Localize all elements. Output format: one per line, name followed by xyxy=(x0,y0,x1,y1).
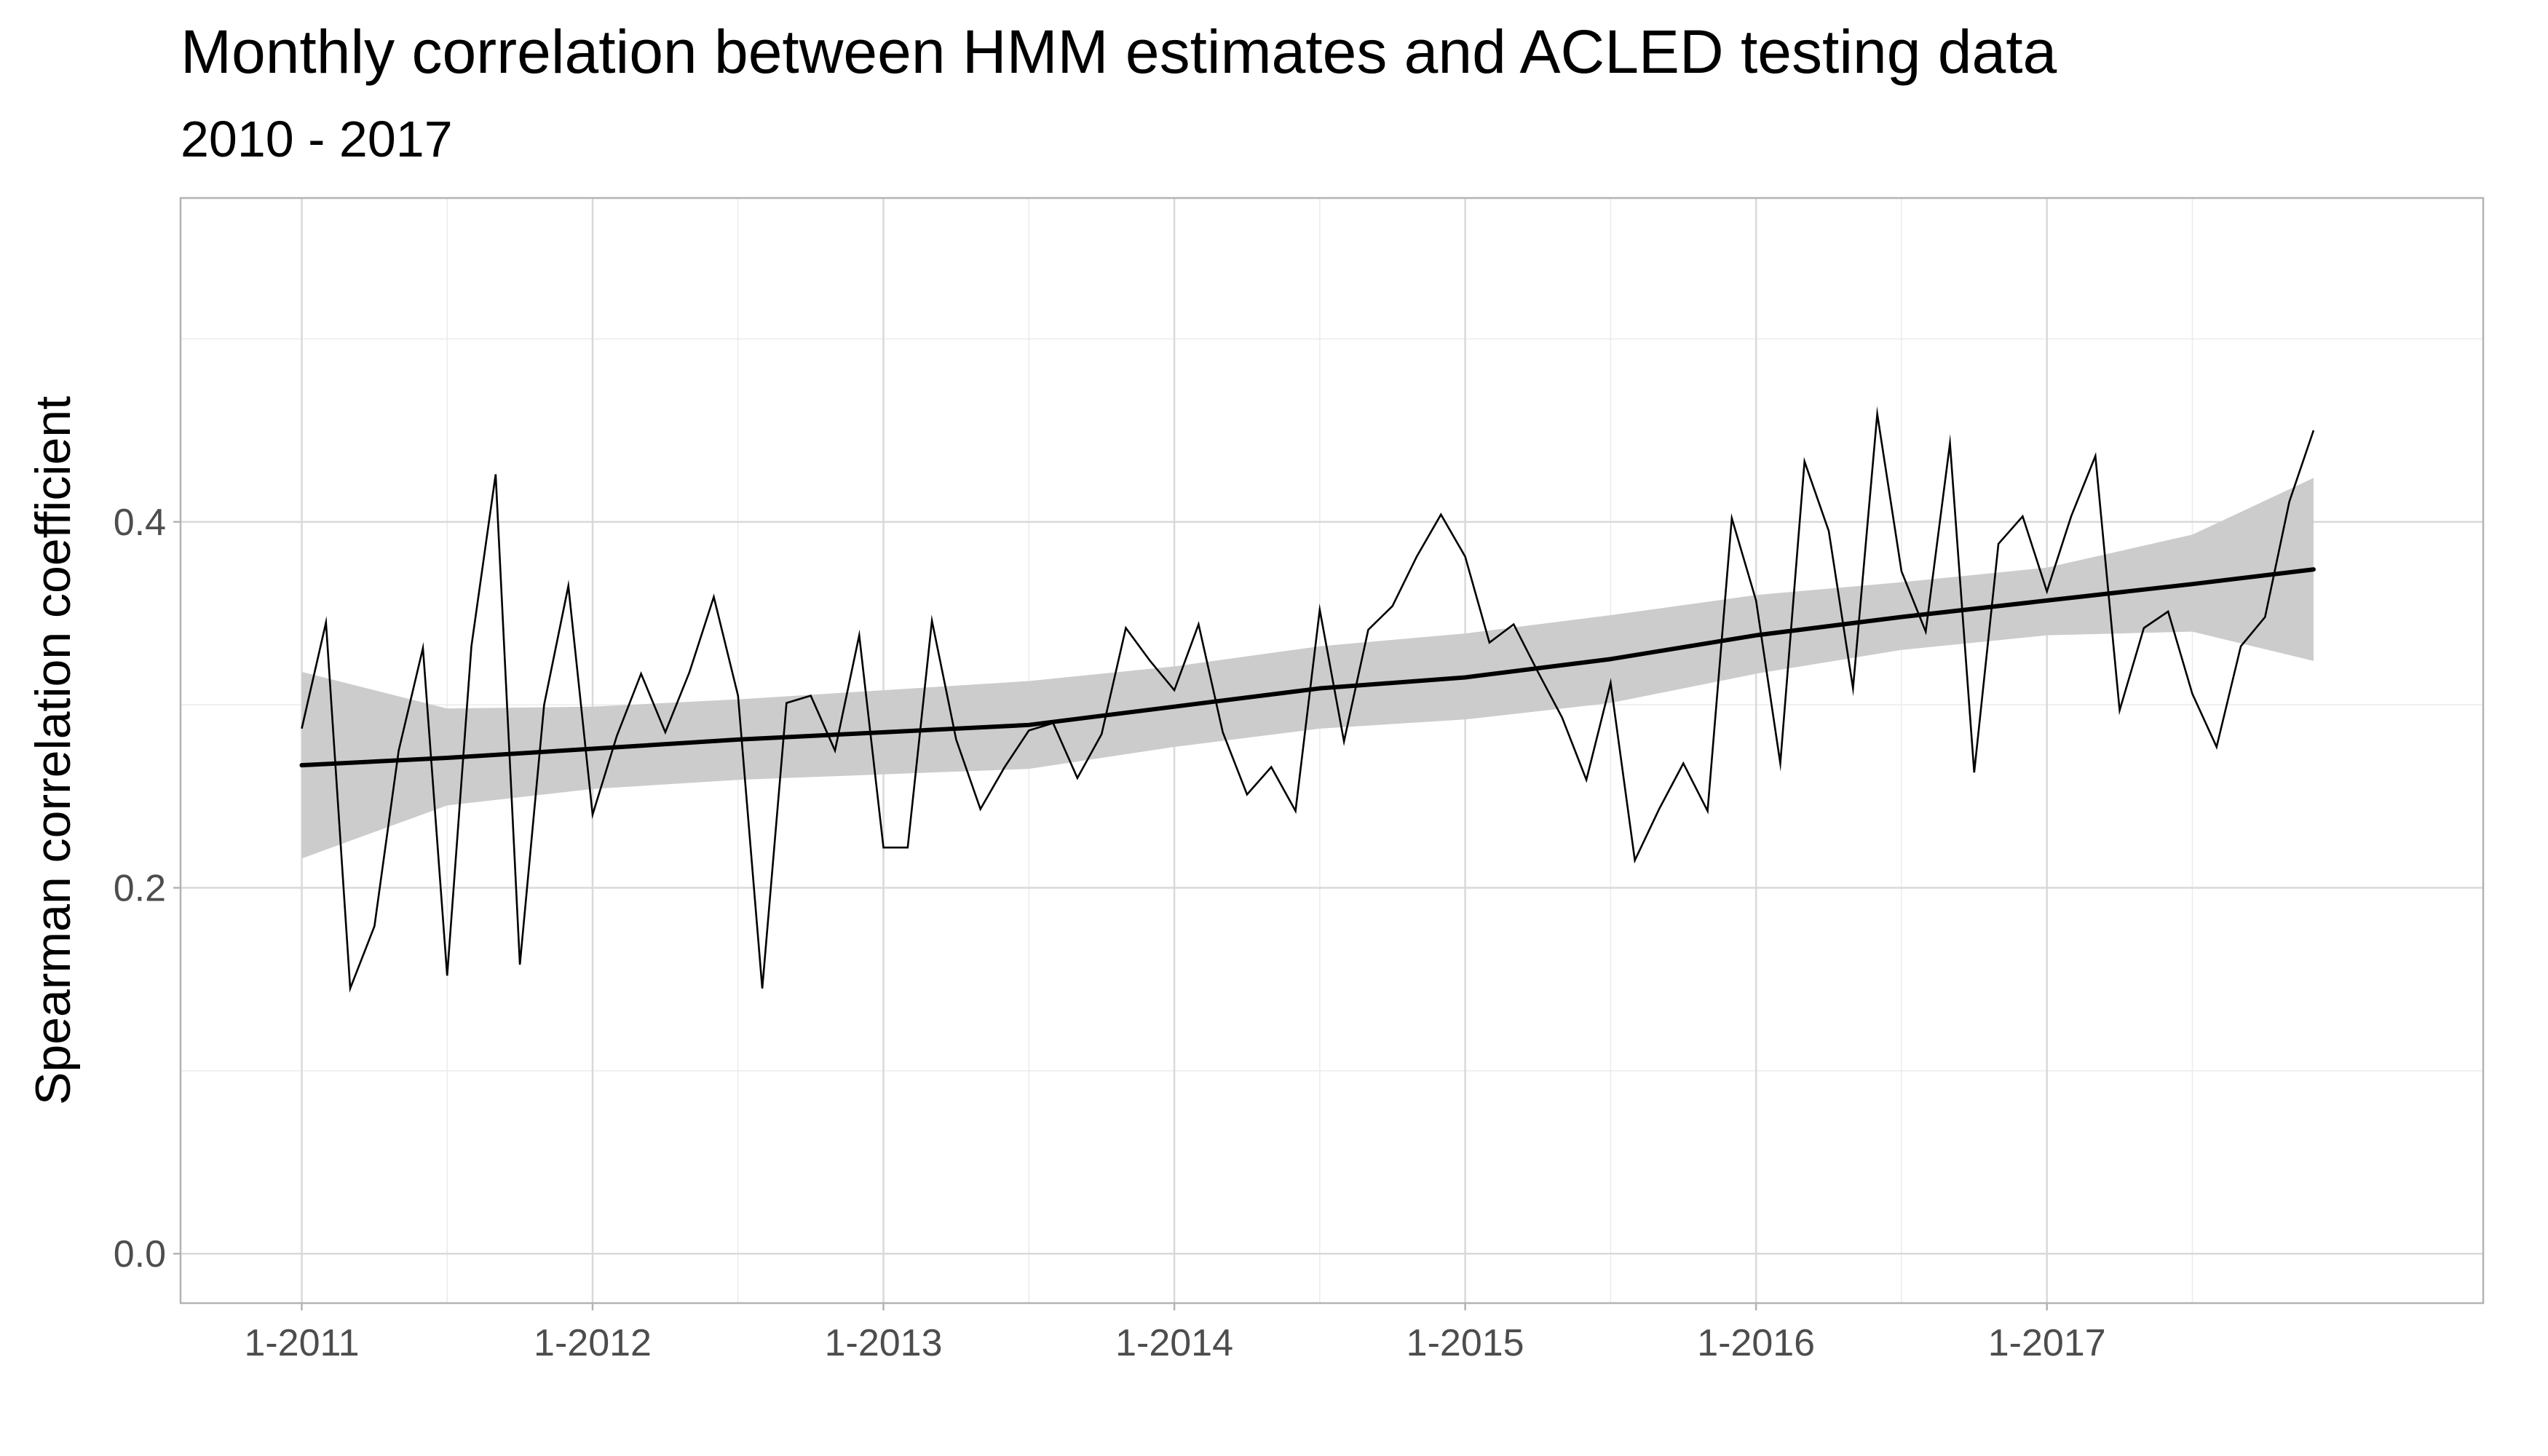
x-tick-label: 1-2015 xyxy=(1406,1322,1524,1364)
confidence-band-layer xyxy=(301,478,2314,859)
confidence-band xyxy=(301,478,2314,859)
observed-series-line xyxy=(301,405,2315,993)
axis-layer: 0.0 0.2 0.4 1-2011 1-2012 1-2013 1-2014 1-2015 1… xyxy=(114,502,2106,1364)
x-tick-label: 1-2016 xyxy=(1697,1322,1815,1364)
y-tick-label: 0.0 xyxy=(114,1233,166,1275)
x-tick-label: 1-2012 xyxy=(534,1322,652,1364)
chart-title: Monthly correlation between HMM estimate… xyxy=(181,17,2057,86)
x-tick-label: 1-2017 xyxy=(1988,1322,2106,1364)
x-tick-label: 1-2014 xyxy=(1115,1322,1233,1364)
x-tick-label: 1-2011 xyxy=(244,1322,359,1364)
y-tick-label: 0.2 xyxy=(114,867,166,909)
plot-panel-border xyxy=(179,197,2485,1305)
series-layer xyxy=(299,405,2316,993)
y-axis-title: Spearman correlation coefficient xyxy=(25,396,81,1105)
y-tick-label: 0.4 xyxy=(114,502,166,544)
chart-subtitle: 2010 - 2017 xyxy=(181,111,453,167)
trend-line xyxy=(299,567,2316,768)
x-tick-label: 1-2013 xyxy=(825,1322,943,1364)
